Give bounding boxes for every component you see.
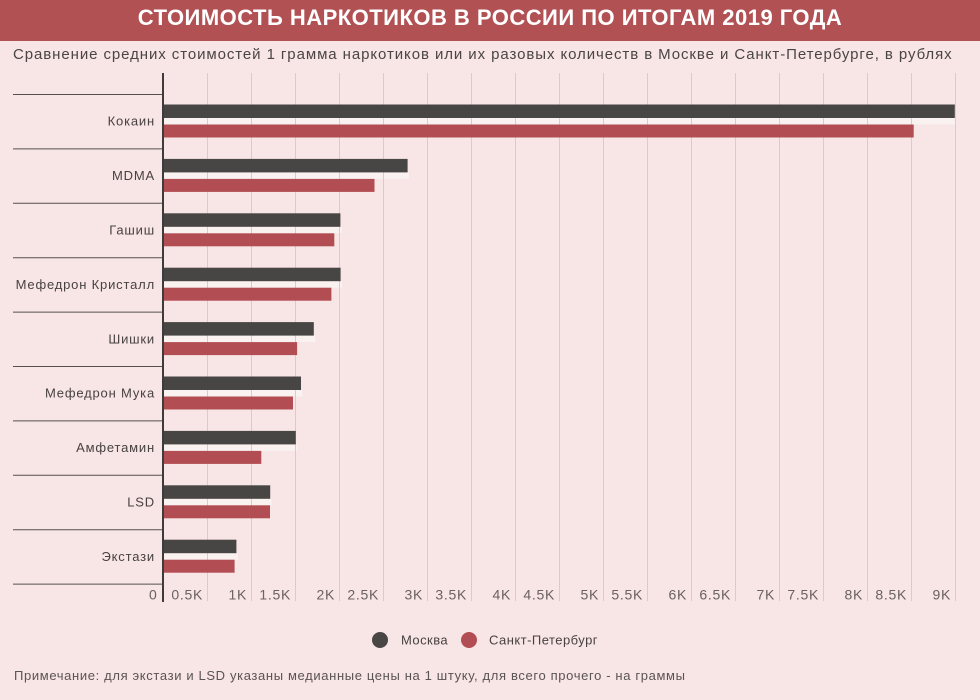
svg-text:5.5K: 5.5K bbox=[611, 587, 643, 603]
svg-text:5K: 5K bbox=[580, 587, 599, 603]
svg-text:0: 0 bbox=[149, 587, 158, 603]
svg-text:0.5K: 0.5K bbox=[171, 587, 203, 603]
svg-text:9K: 9K bbox=[932, 587, 951, 603]
svg-text:7K: 7K bbox=[756, 587, 775, 603]
svg-text:6K: 6K bbox=[668, 587, 687, 603]
svg-text:Кокаин: Кокаин bbox=[108, 114, 155, 129]
svg-text:Шишки: Шишки bbox=[108, 331, 155, 346]
svg-text:Москва: Москва bbox=[401, 633, 448, 648]
svg-text:4.5K: 4.5K bbox=[523, 587, 555, 603]
svg-text:Мефедрон Кристалл: Мефедрон Кристалл bbox=[16, 277, 155, 292]
svg-text:2.5K: 2.5K bbox=[347, 587, 379, 603]
svg-text:8K: 8K bbox=[844, 587, 863, 603]
svg-text:Экстази: Экстази bbox=[101, 549, 155, 564]
svg-text:1.5K: 1.5K bbox=[259, 587, 291, 603]
svg-text:8.5K: 8.5K bbox=[875, 587, 907, 603]
svg-text:3K: 3K bbox=[404, 587, 423, 603]
svg-text:3.5K: 3.5K bbox=[435, 587, 467, 603]
svg-text:Санкт-Петербург: Санкт-Петербург bbox=[489, 633, 598, 648]
svg-text:Амфетамин: Амфетамин bbox=[76, 440, 155, 455]
svg-text:4K: 4K bbox=[492, 587, 511, 603]
svg-text:1K: 1K bbox=[228, 587, 247, 603]
svg-text:Мефедрон Мука: Мефедрон Мука bbox=[45, 386, 155, 401]
svg-text:7.5K: 7.5K bbox=[787, 587, 819, 603]
svg-text:MDMA: MDMA bbox=[112, 168, 155, 183]
svg-text:2K: 2K bbox=[316, 587, 335, 603]
svg-text:LSD: LSD bbox=[127, 495, 155, 510]
svg-text:Гашиш: Гашиш bbox=[109, 223, 155, 238]
svg-text:6.5K: 6.5K bbox=[699, 587, 731, 603]
